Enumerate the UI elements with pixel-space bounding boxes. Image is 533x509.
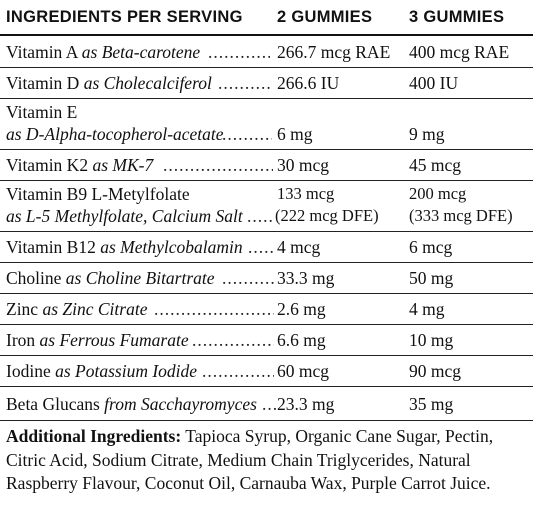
additional-ingredients: Additional Ingredients: Tapioca Syrup, O… [6,425,528,496]
ingredient-name: Vitamin B12 as Methylcobalamin [6,237,243,257]
header-2-gummies: 2 GUMMIES [277,8,373,26]
value-3-gummies: 35 mg [409,394,454,414]
value-2-gummies: 6 mg [277,124,313,144]
value-2-gummies: 23.3 mg [277,394,335,414]
value-3-gummies: 90 mcg [409,361,462,381]
table-row: Vitamin E as D-Alpha-tocopherol-acetate … [0,98,533,150]
table-row: Vitamin B12 as Methylcobalamin ........ … [0,231,533,263]
ingredient-name: Vitamin E [6,102,78,122]
value-3-gummies: 400 IU [409,73,459,93]
leader-dots: .................................. [154,299,274,319]
value-3-gummies: 10 mg [409,330,454,350]
value-2-gummies: 4 mcg [277,237,321,257]
leader-dots: ............... [218,73,270,93]
additional-ingredients-text: Tapioca Syrup, Organic Cane Sugar, Pecti… [6,426,494,493]
value-2-gummies: 33.3 mg [277,268,335,288]
leader-dots: .................... [202,361,274,381]
additional-ingredients-label: Additional Ingredients: [6,426,182,446]
table-row: Iodine as Potassium Iodide .............… [0,355,533,387]
value-3-gummies: 400 mcg RAE [409,42,510,62]
ingredient-name: Iodine as Potassium Iodide [6,361,198,381]
table-row: Iron as Ferrous Fumarate ...............… [0,324,533,356]
value-2-gummies: 6.6 mg [277,330,326,350]
ingredient-name: Vitamin D as Cholecalciferol [6,73,212,93]
table-row: Vitamin A as Beta-carotene .............… [0,36,533,68]
value-2-gummies: 30 mcg [277,155,330,175]
value-3-gummies: 50 mg [409,268,454,288]
value-3-gummies: 200 mcg [409,184,467,203]
value-3-gummies-dfe: (333 mcg DFE) [409,206,513,225]
leader-dots: ........ [248,237,274,257]
leader-dots: ............... [208,42,270,62]
ingredient-name: Beta Glucans from Sacchayromyces [6,394,257,414]
table-row: Zinc as Zinc Citrate ...................… [0,293,533,325]
value-2-gummies: 266.7 mcg RAE [277,42,391,62]
table-row: Beta Glucans from Sacchayromyces .... 23… [0,386,533,421]
ingredient-name: Iron as Ferrous Fumarate [6,330,189,350]
ingredient-source: as D-Alpha-tocopherol-acetate [6,124,224,144]
table-row: Choline as Choline Bitartrate ..........… [0,262,533,294]
table-header: INGREDIENTS PER SERVING 2 GUMMIES 3 GUMM… [0,0,533,36]
table-row: Vitamin D as Cholecalciferol ...........… [0,67,533,99]
ingredient-name: Vitamin B9 L-Metylfolate [6,184,190,204]
value-3-gummies: 4 mg [409,299,445,319]
ingredient-name: Vitamin K2 as MK-7 [6,155,154,175]
leader-dots: ............... [222,124,272,144]
value-3-gummies: 45 mcg [409,155,462,175]
leader-dots: ............... [222,268,274,288]
value-3-gummies: 9 mg [409,124,445,144]
value-2-gummies: 2.6 mg [277,299,326,319]
leader-dots: .............................. [163,155,273,175]
leader-dots: .... [262,394,276,414]
header-3-gummies: 3 GUMMIES [409,8,505,26]
value-2-gummies: 133 mcg [277,184,335,203]
ingredient-name: Zinc as Zinc Citrate [6,299,148,319]
ingredient-name: Choline as Choline Bitartrate [6,268,215,288]
table-row: Vitamin B9 L-Metylfolate 133 mcg 200 mcg… [0,180,533,232]
table-row: Vitamin K2 as MK-7 .....................… [0,149,533,181]
value-2-gummies-dfe: (222 mcg DFE) [275,206,379,225]
value-2-gummies: 266.6 IU [277,73,340,93]
leader-dots: ........ [247,206,275,226]
ingredient-name: Vitamin A as Beta-carotene [6,42,201,62]
header-ingredients: INGREDIENTS PER SERVING [6,8,243,26]
ingredient-source: as L-5 Methylfolate, Calcium Salt [6,206,243,226]
value-3-gummies: 6 mcg [409,237,453,257]
value-2-gummies: 60 mcg [277,361,330,381]
leader-dots: ....................... [192,330,274,350]
